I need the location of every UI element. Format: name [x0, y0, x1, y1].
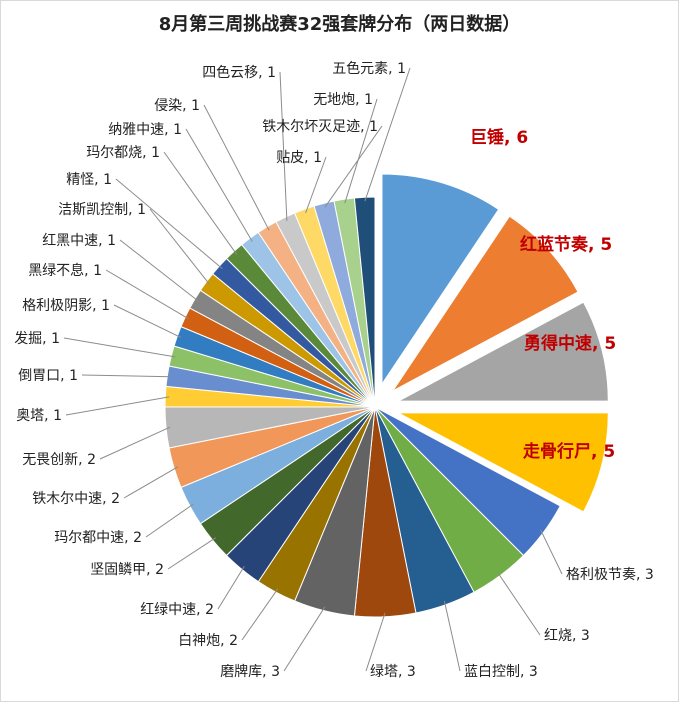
leader-line	[364, 67, 411, 202]
data-label: 黑绿不息, 1	[28, 262, 102, 279]
leader-line	[81, 374, 172, 378]
data-label: 精怪, 1	[66, 172, 112, 188]
data-label: 格利极节奏, 3	[566, 567, 654, 583]
leader-line	[167, 537, 217, 570]
data-label: 铁木尔中速, 2	[32, 491, 120, 507]
data-label: 巨锤, 6	[470, 127, 528, 148]
data-label: 无畏创新, 2	[22, 452, 96, 468]
data-label: 红绿中速, 2	[140, 602, 214, 618]
pie-slice	[398, 412, 609, 513]
leader-line	[497, 572, 541, 636]
pie-slice	[398, 301, 609, 402]
leader-line	[149, 208, 210, 285]
leader-line	[163, 151, 238, 255]
leader-line	[305, 156, 327, 214]
leader-line	[119, 239, 199, 302]
leader-line	[344, 98, 378, 204]
leader-line	[324, 125, 383, 208]
data-label: 纳雅中速, 1	[108, 122, 182, 138]
leader-line	[241, 588, 279, 641]
data-label: 红黑中速, 1	[42, 233, 116, 249]
leader-line	[63, 337, 176, 358]
leader-line	[443, 600, 461, 672]
data-label: 发掘, 1	[14, 331, 60, 347]
leader-line	[279, 71, 288, 221]
data-label: 坚固鳞甲, 2	[90, 562, 164, 578]
data-label: 洁斯凯控制, 1	[58, 202, 146, 218]
leader-line	[217, 565, 245, 610]
leader-line	[65, 396, 170, 416]
pie-slice	[381, 173, 500, 386]
data-label: 无地炮, 1	[313, 92, 373, 108]
leader-line	[185, 128, 253, 242]
leader-line	[203, 104, 270, 231]
leader-line	[123, 466, 179, 499]
data-label: 白神炮, 2	[178, 633, 238, 649]
leader-line	[113, 304, 182, 339]
data-label: 玛尔都中速, 2	[54, 530, 142, 546]
data-label: 走骨行尸, 5	[523, 441, 615, 462]
data-label: 侵染, 1	[154, 97, 200, 114]
chart-title: 8月第三周挑战赛32强套牌分布（两日数据）	[158, 14, 521, 35]
data-label: 勇得中速, 5	[524, 333, 616, 354]
leader-line	[115, 178, 223, 270]
leader-line	[145, 503, 194, 538]
data-label: 蓝白控制, 3	[464, 664, 538, 680]
leader-line	[540, 529, 563, 575]
data-label: 奥塔, 1	[16, 407, 62, 424]
data-label: 绿塔, 3	[370, 664, 416, 680]
data-label: 格利极阴影, 1	[22, 298, 110, 314]
data-label: 五色元素, 1	[332, 60, 406, 77]
data-label: 四色云移, 1	[202, 64, 276, 81]
data-label: 磨牌库, 3	[220, 663, 280, 680]
leader-line	[365, 612, 386, 672]
data-label: 铁木尔坏灭足迹, 1	[262, 119, 378, 135]
data-label: 红蓝节奏, 5	[520, 234, 612, 255]
data-label: 玛尔都烧, 1	[86, 145, 160, 161]
leader-line	[105, 269, 190, 320]
data-label: 红烧, 3	[544, 628, 590, 644]
data-label: 倒胃口, 1	[18, 368, 78, 384]
pie-slice	[353, 196, 376, 408]
leader-line	[99, 426, 171, 460]
data-label: 贴皮, 1	[276, 150, 322, 166]
leader-line	[283, 606, 326, 672]
pie-slice	[392, 215, 579, 392]
